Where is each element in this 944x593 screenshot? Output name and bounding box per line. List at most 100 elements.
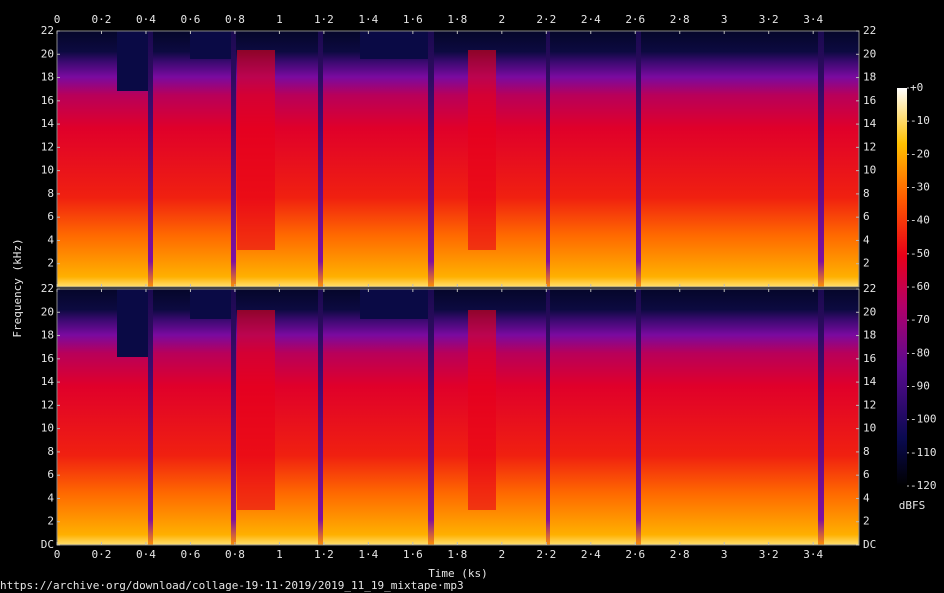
x-tick-label: 2·6 bbox=[625, 548, 645, 561]
x-tick-label: 3 bbox=[721, 548, 728, 561]
colorbar-tick-label: -110 bbox=[910, 446, 937, 459]
x-tick-label: 3·2 bbox=[759, 548, 779, 561]
x-tick-label: 0·4 bbox=[136, 548, 156, 561]
y-tick-label: 20 bbox=[863, 305, 876, 318]
x-tick-label: 1·8 bbox=[447, 13, 467, 26]
colorbar-tick-label: -60 bbox=[910, 280, 930, 293]
y-tick-label: 4 bbox=[47, 233, 54, 246]
y-tick-label: 2 bbox=[47, 515, 54, 528]
y-tick-label: 10 bbox=[41, 164, 54, 177]
plot-frame bbox=[56, 30, 860, 288]
x-tick-label: 1·4 bbox=[358, 548, 378, 561]
heatmap-bottom bbox=[57, 289, 859, 545]
colorbar-tick-label: -30 bbox=[910, 181, 930, 194]
x-tick-label: 1 bbox=[276, 548, 283, 561]
x-tick-label: 2 bbox=[499, 13, 506, 26]
colorbar-label: dBFS bbox=[899, 499, 926, 512]
x-tick-label: 0·6 bbox=[181, 13, 201, 26]
heatmap-top bbox=[57, 31, 859, 287]
y-tick-label: 20 bbox=[41, 47, 54, 60]
x-tick-label: 1·6 bbox=[403, 13, 423, 26]
y-tick-label: 6 bbox=[47, 468, 54, 481]
y-tick-label: DC bbox=[41, 538, 54, 551]
y-tick-label: 18 bbox=[863, 329, 876, 342]
x-tick-label: 1 bbox=[276, 13, 283, 26]
x-tick-label: 2·4 bbox=[581, 13, 601, 26]
x-tick-label: 0 bbox=[54, 13, 61, 26]
y-tick-label: 16 bbox=[41, 94, 54, 107]
x-tick-label: 2 bbox=[499, 548, 506, 561]
y-tick-label: 18 bbox=[41, 71, 54, 84]
y-tick-label: 8 bbox=[47, 187, 54, 200]
y-axis-label: Frequency (kHz) bbox=[11, 238, 24, 337]
x-tick-label: 3 bbox=[721, 13, 728, 26]
x-tick-label: 3·4 bbox=[803, 13, 823, 26]
y-tick-label: 20 bbox=[41, 305, 54, 318]
y-tick-label: 2 bbox=[863, 515, 870, 528]
colorbar-tick-label: -20 bbox=[910, 147, 930, 160]
x-tick-label: 2·8 bbox=[670, 13, 690, 26]
colorbar-tick-label: -70 bbox=[910, 313, 930, 326]
y-tick-label: 22 bbox=[41, 24, 54, 37]
x-tick-label: 2·6 bbox=[625, 13, 645, 26]
x-tick-label: 3·4 bbox=[803, 548, 823, 561]
x-tick-label: 0·2 bbox=[92, 13, 112, 26]
y-tick-label: 14 bbox=[863, 375, 877, 388]
y-tick-label: 22 bbox=[41, 282, 54, 295]
colorbar-tick-label: -100 bbox=[910, 413, 937, 426]
colorbar-tick-label: -90 bbox=[910, 380, 930, 393]
x-axis-label: Time (ks) bbox=[428, 567, 488, 580]
x-tick-label: 2·8 bbox=[670, 548, 690, 561]
x-tick-label: 0 bbox=[54, 548, 61, 561]
x-tick-label: 3·2 bbox=[759, 13, 779, 26]
x-tick-label: 0·4 bbox=[136, 13, 156, 26]
y-tick-label: 16 bbox=[41, 352, 54, 365]
y-tick-label: 8 bbox=[863, 445, 870, 458]
colorbar-tick-label: +0 bbox=[910, 81, 923, 94]
y-tick-label: 12 bbox=[41, 398, 54, 411]
x-tick-label: 0·8 bbox=[225, 13, 245, 26]
plot-frame bbox=[56, 288, 860, 546]
colorbar-tick-label: -50 bbox=[910, 247, 930, 260]
y-tick-label: 2 bbox=[47, 257, 54, 270]
y-tick-label: 10 bbox=[41, 422, 54, 435]
footer: https://archive·org/download/collage-19·… bbox=[0, 579, 464, 592]
y-tick-label: 12 bbox=[41, 140, 54, 153]
y-tick-label: 20 bbox=[863, 47, 876, 60]
x-tick-label: 1·2 bbox=[314, 13, 334, 26]
y-tick-label: 6 bbox=[863, 468, 870, 481]
x-tick-label: 2·4 bbox=[581, 548, 601, 561]
y-tick-label: 2 bbox=[863, 257, 870, 270]
y-tick-label: 12 bbox=[863, 398, 876, 411]
y-tick-label: 4 bbox=[47, 491, 54, 504]
y-tick-label: DC bbox=[863, 538, 876, 551]
y-tick-label: 6 bbox=[47, 210, 54, 223]
y-tick-label: 6 bbox=[863, 210, 870, 223]
x-tick-label: 1·4 bbox=[358, 13, 378, 26]
y-tick-label: 14 bbox=[41, 375, 55, 388]
x-tick-label: 0·2 bbox=[92, 548, 112, 561]
colorbar bbox=[897, 88, 907, 486]
colorbar-tick-label: -40 bbox=[910, 214, 930, 227]
y-tick-label: 18 bbox=[863, 71, 876, 84]
x-tick-label: 2·2 bbox=[536, 13, 556, 26]
colorbar-tick-label: -80 bbox=[910, 346, 930, 359]
y-tick-label: 4 bbox=[863, 491, 870, 504]
y-tick-label: 10 bbox=[863, 164, 876, 177]
y-tick-label: 22 bbox=[863, 24, 876, 37]
y-tick-label: 14 bbox=[41, 117, 55, 130]
y-tick-label: 18 bbox=[41, 329, 54, 342]
x-tick-label: 0·6 bbox=[181, 548, 201, 561]
y-tick-label: 22 bbox=[863, 282, 876, 295]
y-tick-label: 8 bbox=[863, 187, 870, 200]
y-tick-label: 8 bbox=[47, 445, 54, 458]
x-tick-label: 0·8 bbox=[225, 548, 245, 561]
y-tick-label: 10 bbox=[863, 422, 876, 435]
y-tick-label: 12 bbox=[863, 140, 876, 153]
x-tick-label: 2·2 bbox=[536, 548, 556, 561]
y-tick-label: 14 bbox=[863, 117, 877, 130]
x-tick-label: 1·6 bbox=[403, 548, 423, 561]
colorbar-tick-label: -10 bbox=[910, 114, 930, 127]
y-tick-label: 16 bbox=[863, 94, 876, 107]
